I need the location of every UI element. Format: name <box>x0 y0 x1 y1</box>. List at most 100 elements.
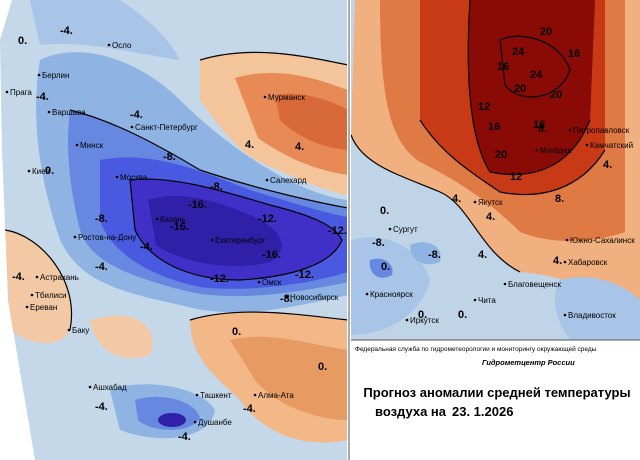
city-label: Красноярск <box>370 290 413 299</box>
contour-label: -8. <box>428 249 441 261</box>
city-dot <box>37 73 41 77</box>
city-label: Магадан <box>540 146 572 155</box>
city-dot <box>253 393 257 397</box>
city-label: Благовещенск <box>508 280 561 289</box>
city-label: Алма-Ата <box>258 391 294 400</box>
city-label: Ростов-на-Дону <box>78 233 136 242</box>
contour-label: -8. <box>372 237 385 249</box>
city-dot <box>5 90 9 94</box>
city-dot <box>585 143 589 147</box>
city-dot <box>25 305 29 309</box>
city-dot <box>388 227 392 231</box>
contour-label: -12. <box>258 213 277 225</box>
contour-label: 4. <box>245 139 254 151</box>
contour-label: 0. <box>418 309 427 321</box>
city-dot <box>265 178 269 182</box>
city-label: Душанбе <box>198 418 232 427</box>
contour-label: -12. <box>295 269 314 281</box>
contour-label: -4. <box>178 431 191 443</box>
city-dot <box>107 43 111 47</box>
labels: Осло Берлин Прага Варшава Санкт-Петербург Мур… <box>5 25 635 443</box>
contour-label: -4. <box>130 109 143 121</box>
city-dot <box>193 420 197 424</box>
contour-label: 4. <box>603 159 612 171</box>
city-label: Владивосток <box>568 311 616 320</box>
contour-label: 4. <box>452 193 461 205</box>
city-label: Минск <box>80 141 104 150</box>
contour-label: -8. <box>163 151 176 163</box>
city-dot <box>195 393 199 397</box>
title-line2: воздуха на <box>375 404 447 419</box>
city-dot <box>27 169 31 173</box>
city-label: Екатеринбург <box>215 236 265 245</box>
city-label: Ереван <box>30 303 57 312</box>
title-line1: Прогноз аномалии средней температуры <box>363 385 630 400</box>
contour-label: -4. <box>12 271 25 283</box>
city-dot <box>563 260 567 264</box>
city-label: Иркутск <box>410 316 439 325</box>
contour-label: 16 <box>497 61 509 73</box>
city-dot <box>130 125 134 129</box>
city-dot <box>73 235 77 239</box>
city-dot <box>285 295 289 299</box>
city-dot <box>67 328 71 332</box>
contour-label: 12 <box>510 171 522 183</box>
city-label: Якутск <box>478 198 503 207</box>
city-dot <box>473 298 477 302</box>
contour-label: 0. <box>458 309 467 321</box>
contour-label: 20 <box>495 149 507 161</box>
contour-label: 12 <box>478 101 490 113</box>
contour-label: 0. <box>232 326 241 338</box>
contour-label: 4. <box>478 249 487 261</box>
contour-label: -4. <box>95 401 108 413</box>
city-label: Сургут <box>393 225 418 234</box>
city-label: Чита <box>478 296 496 305</box>
city-label: Осло <box>112 41 132 50</box>
left-map <box>0 0 347 460</box>
contour-label: -16. <box>170 221 189 233</box>
agency: Федеральная служба по гидрометеорологии … <box>355 345 597 353</box>
city-label: Берлин <box>42 71 69 80</box>
right-map <box>351 0 640 340</box>
contour-label: 0. <box>45 165 54 177</box>
contour-label: 24 <box>530 69 543 81</box>
contour-label: -16. <box>262 249 281 261</box>
contour-label: 8. <box>538 123 547 135</box>
city-dot <box>563 313 567 317</box>
city-dot <box>75 143 79 147</box>
contour-label: 16 <box>488 121 500 133</box>
contour-label: 4. <box>553 255 562 267</box>
city-label: Астрахань <box>40 273 79 282</box>
city-dot <box>30 293 34 297</box>
contour-label: 16 <box>568 48 580 60</box>
city-label: Варшава <box>52 108 86 117</box>
city-label: Казань <box>160 215 186 224</box>
city-label: Киев <box>32 167 50 176</box>
city-dot <box>210 238 214 242</box>
contour-label: 0. <box>380 205 389 217</box>
contour-label: 0. <box>18 35 27 47</box>
city-label: Хабаровск <box>568 258 608 267</box>
city-label: Новосибирск <box>290 293 339 302</box>
city-dot <box>88 385 92 389</box>
city-dot <box>115 175 119 179</box>
city-label: Баку <box>72 326 89 335</box>
contour-label: 8. <box>555 193 564 205</box>
city-dot <box>405 318 409 322</box>
city-dot <box>365 292 369 296</box>
contour-label: 16 <box>533 119 545 131</box>
city-label: Ашхабад <box>93 383 127 392</box>
center: Гидрометцентр России <box>482 358 575 367</box>
contour-label: 20 <box>540 26 552 38</box>
city-dot <box>473 200 477 204</box>
city-label: Санкт-Петербург <box>135 123 198 132</box>
contour-label: 20 <box>514 83 526 95</box>
contour-label: -16. <box>188 199 207 211</box>
city-label: Прага <box>10 88 32 97</box>
contour-label: -4. <box>60 25 73 37</box>
city-label: Петропавловск <box>573 126 630 135</box>
contour-label: 20 <box>550 89 562 101</box>
forecast-date: 23. 1.2026 <box>452 404 513 419</box>
city-dot <box>503 282 507 286</box>
